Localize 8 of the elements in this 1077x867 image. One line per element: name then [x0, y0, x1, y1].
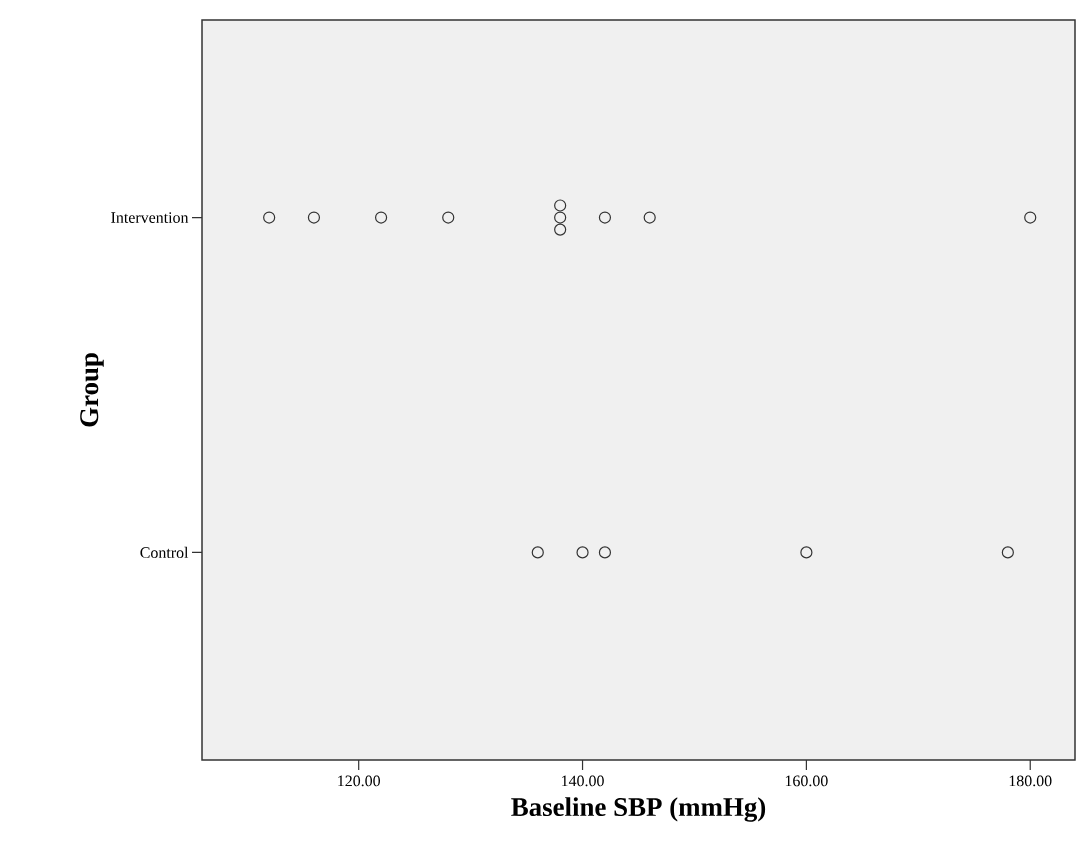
- x-tick-label: 160.00: [785, 775, 828, 787]
- y-axis-title: Group: [80, 353, 104, 427]
- y-tick-label: Control: [140, 546, 189, 558]
- x-tick-label: 180.00: [1009, 775, 1052, 787]
- x-axis-title: Baseline SBP (mmHg): [511, 797, 766, 822]
- x-tick-label: 120.00: [338, 775, 381, 787]
- x-tick-label: 140.00: [562, 775, 604, 787]
- y-tick-label: Intervention: [111, 212, 189, 223]
